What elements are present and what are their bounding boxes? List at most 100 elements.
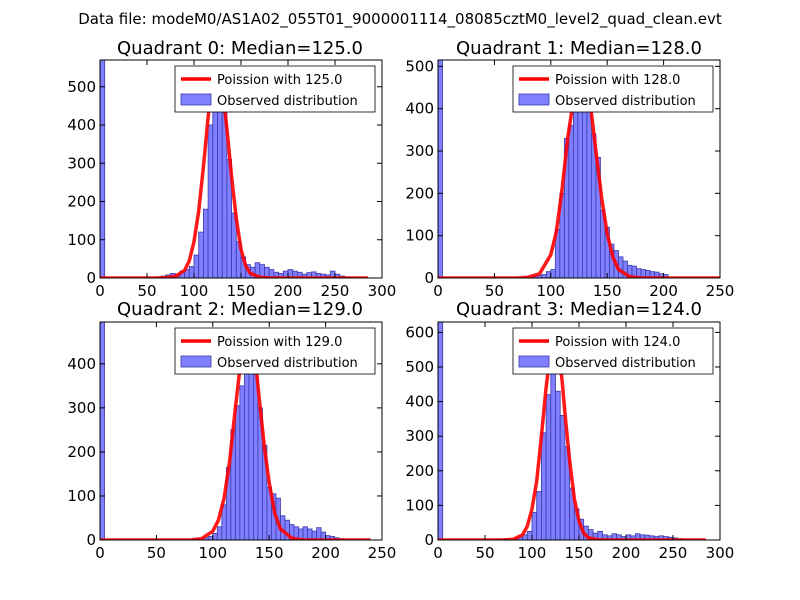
- histogram-bar: [188, 266, 195, 278]
- quadrant-3-panel: Quadrant 3: Median=124.0 0 50 100 150 200 250…: [405, 299, 734, 562]
- histogram-bar: [545, 394, 552, 540]
- x-tick-label: 200: [274, 282, 303, 300]
- histogram-bar: [550, 269, 556, 278]
- histogram-bar: [198, 231, 204, 278]
- quadrant-0-panel: Quadrant 0: Median=125.0 0 50 100 150 200 250…: [67, 38, 396, 300]
- histogram-bar: [302, 526, 308, 540]
- y-tick-label: 500: [67, 78, 96, 96]
- quadrant-1-title: Quadrant 1: Median=128.0: [456, 38, 702, 59]
- x-tick-label: 150: [593, 282, 622, 300]
- legend-line-label: Poission with 125.0: [217, 73, 342, 88]
- x-tick-label: 150: [565, 544, 594, 562]
- histogram-bar: [207, 536, 214, 540]
- legend: Poission with 125.0 Observed distribution: [174, 65, 376, 113]
- x-tick-label: 50: [475, 544, 494, 562]
- x-tick-label: 250: [659, 544, 688, 562]
- legend-line-label: Poission with 128.0: [555, 73, 680, 88]
- axes-frame: [437, 59, 721, 279]
- quadrant-0-title: Quadrant 0: Median=125.0: [117, 38, 363, 59]
- y-tick-label: 600: [405, 323, 434, 341]
- histogram-bar: [212, 97, 218, 278]
- y-tick-label: 100: [405, 496, 434, 514]
- y-tick-label: 100: [405, 227, 434, 245]
- histogram-bar: [572, 106, 579, 278]
- x-tick-label: 50: [485, 282, 504, 300]
- histogram-bar: [239, 385, 245, 540]
- quadrant-2-panel: Quadrant 2: Median=129.0 0 50 100 150 200 250…: [67, 299, 396, 562]
- histogram-bar: [438, 322, 444, 540]
- y-tick-label: 200: [67, 193, 96, 211]
- x-tick-label: 300: [706, 544, 735, 562]
- legend-hist-label: Observed distribution: [217, 94, 358, 109]
- y-tick-label: 300: [405, 427, 434, 445]
- histogram-bar: [100, 322, 105, 540]
- legend-hist-swatch: [518, 355, 550, 368]
- x-tick-label: 200: [311, 544, 340, 562]
- histogram-bar: [559, 415, 566, 540]
- histogram-bar: [438, 60, 443, 278]
- histogram-bar: [526, 530, 533, 540]
- histogram-bar: [555, 390, 561, 540]
- histogram-bar: [541, 274, 547, 278]
- y-tick-label: 300: [67, 399, 96, 417]
- x-tick-label: 50: [147, 544, 166, 562]
- histogram-bar: [212, 532, 218, 540]
- x-tick-label: 100: [180, 282, 209, 300]
- histogram-bar: [316, 527, 322, 540]
- x-tick-label: 300: [368, 282, 397, 300]
- y-tick-label: 400: [405, 393, 434, 411]
- x-tick-label: 150: [255, 544, 284, 562]
- histogram-bar: [568, 125, 574, 278]
- legend-hist-swatch: [518, 93, 550, 106]
- histogram-bar: [217, 86, 223, 278]
- y-tick-label: 300: [67, 154, 96, 172]
- y-tick-label: 400: [67, 116, 96, 134]
- y-tick-label: 200: [405, 462, 434, 480]
- y-tick-label: 500: [405, 358, 434, 376]
- histogram-bar: [586, 108, 592, 278]
- histogram-bar: [536, 491, 542, 540]
- y-tick-label: 500: [405, 57, 434, 75]
- legend: Poission with 129.0 Observed distribution: [174, 327, 376, 375]
- figure-suptitle: Data file: modeM0/AS1A02_055T01_90000011…: [78, 10, 722, 29]
- quadrant-3-title: Quadrant 3: Median=124.0: [456, 299, 702, 320]
- x-tick-label: 200: [649, 282, 678, 300]
- histogram-bar: [202, 208, 209, 278]
- x-tick-label: 0: [95, 282, 105, 300]
- y-tick-label: 0: [86, 531, 96, 549]
- y-tick-label: 400: [405, 100, 434, 118]
- x-tick-label: 250: [321, 282, 350, 300]
- quadrant-2-plot-area: [100, 322, 371, 540]
- legend-hist-swatch: [180, 355, 212, 368]
- legend-line-label: Poission with 129.0: [217, 335, 342, 350]
- axes-frame: [99, 321, 383, 541]
- histogram-bar: [531, 511, 538, 540]
- histogram-bar: [193, 254, 200, 278]
- legend-hist-swatch: [180, 93, 212, 106]
- y-tick-label: 300: [405, 142, 434, 160]
- histogram-bar: [207, 124, 214, 278]
- y-tick-label: 400: [67, 355, 96, 373]
- x-tick-label: 0: [95, 544, 105, 562]
- y-tick-label: 100: [67, 231, 96, 249]
- x-tick-label: 250: [706, 282, 735, 300]
- quadrant-2-title: Quadrant 2: Median=129.0: [117, 299, 363, 320]
- y-tick-label: 200: [67, 443, 96, 461]
- y-tick-label: 100: [67, 487, 96, 505]
- histogram-bar: [545, 271, 552, 278]
- legend-hist-label: Observed distribution: [217, 356, 358, 371]
- y-tick-label: 0: [86, 269, 96, 287]
- x-tick-label: 0: [433, 282, 443, 300]
- legend: Poission with 124.0 Observed distribution: [512, 327, 714, 375]
- x-tick-label: 200: [612, 544, 641, 562]
- x-tick-label: 100: [518, 544, 547, 562]
- legend-hist-label: Observed distribution: [555, 94, 696, 109]
- legend: Poission with 128.0 Observed distribution: [512, 65, 714, 113]
- quadrant-1-panel: Quadrant 1: Median=128.0 0 50 100 150 200 250…: [405, 38, 734, 300]
- legend-line-label: Poission with 124.0: [555, 335, 680, 350]
- histogram-bar: [216, 526, 223, 540]
- histogram-bar: [541, 432, 547, 540]
- x-tick-label: 0: [433, 544, 443, 562]
- x-tick-label: 100: [536, 282, 565, 300]
